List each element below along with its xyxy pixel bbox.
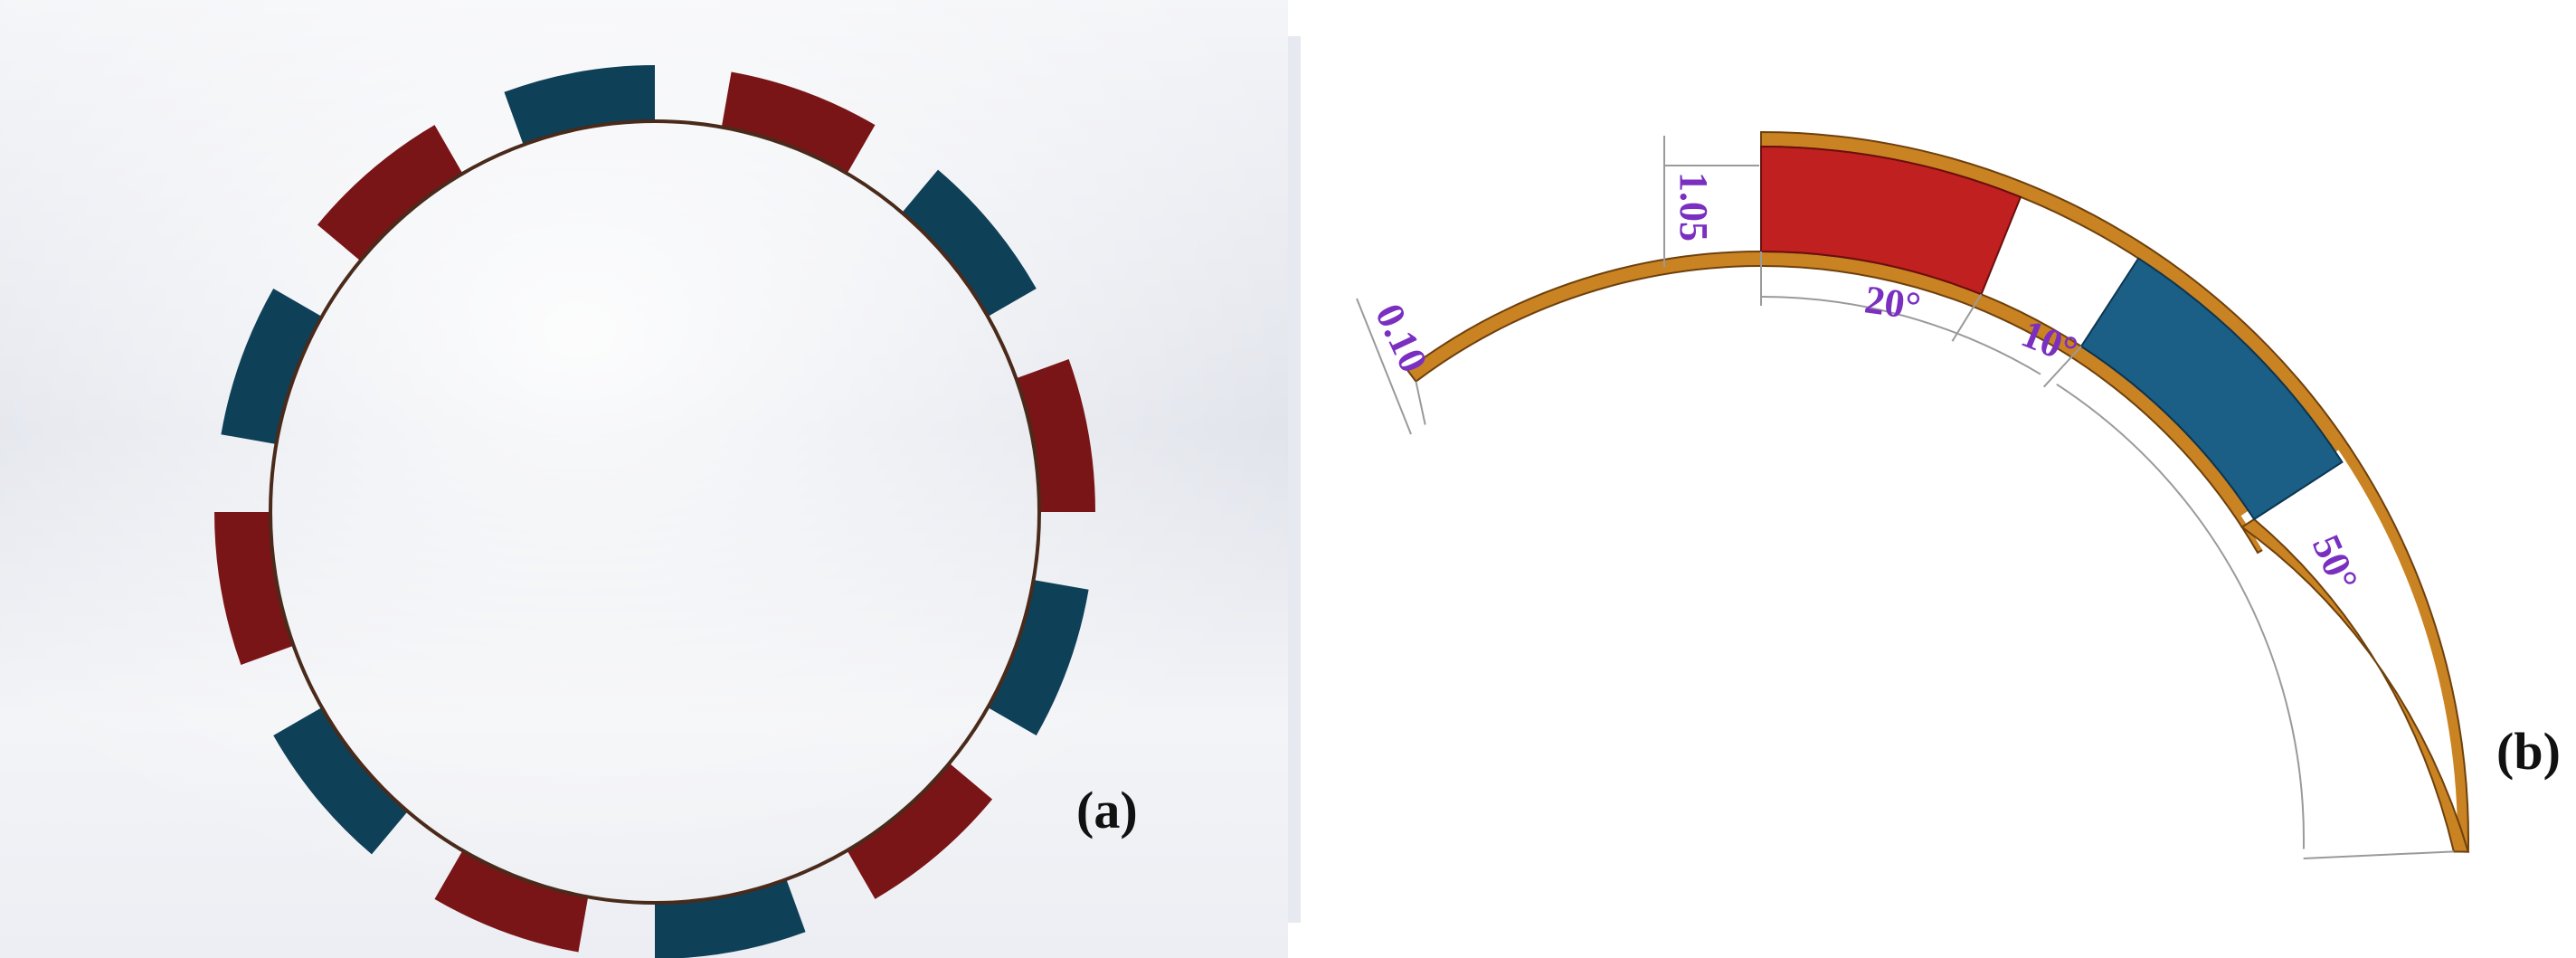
ring-sheet bbox=[269, 119, 1041, 905]
blue-magnet bbox=[2079, 257, 2344, 521]
panel-b-label: (b) bbox=[2496, 722, 2561, 781]
ring-magnet bbox=[504, 65, 655, 146]
ring-magnet bbox=[988, 580, 1089, 735]
ring-magnet bbox=[214, 512, 294, 665]
panel-a-label: (a) bbox=[1076, 781, 1138, 839]
ring-magnet bbox=[221, 289, 322, 444]
segment-geometry bbox=[1356, 130, 2470, 859]
panel-divider bbox=[1288, 36, 1301, 923]
dimension-magnet-arc: 20° bbox=[1862, 277, 1924, 328]
ring-magnet bbox=[434, 850, 589, 953]
ring-magnet bbox=[317, 125, 463, 261]
ring-magnets bbox=[214, 65, 1095, 958]
ring-magnet bbox=[273, 707, 408, 855]
ring-magnet bbox=[721, 71, 876, 174]
dimension-magnet-thickness: 1.05 bbox=[1672, 172, 1716, 242]
panel-b-section-view: 1.05 0.10 20° 10° 50° (b) bbox=[1288, 0, 2576, 958]
ring-magnet bbox=[847, 763, 993, 899]
extension-line bbox=[1356, 298, 1412, 435]
extension-line bbox=[2303, 850, 2454, 859]
ring-magnet bbox=[655, 878, 806, 958]
extension-line bbox=[2042, 346, 2082, 388]
panel-a-ring-view: (a) bbox=[0, 0, 1288, 958]
dimension-arc-20 bbox=[1760, 296, 1947, 331]
ring-magnet bbox=[1016, 359, 1095, 512]
sheet-transition-mask bbox=[2240, 450, 2458, 852]
ring-magnet bbox=[902, 169, 1037, 317]
dimension-arc-50 bbox=[2056, 383, 2305, 849]
extension-line bbox=[1951, 293, 1983, 342]
sheet-tail bbox=[2240, 517, 2470, 853]
red-magnet bbox=[1760, 145, 2022, 296]
dimension-arc-10 bbox=[1946, 328, 2041, 375]
extension-line bbox=[1415, 381, 1426, 425]
